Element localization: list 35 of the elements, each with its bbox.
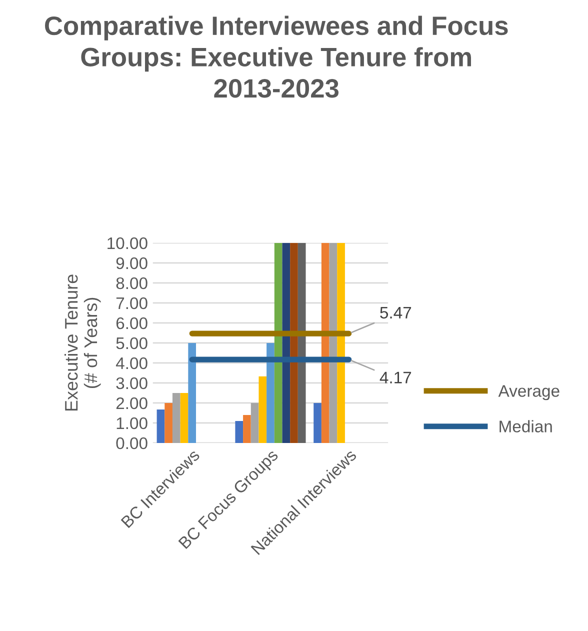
- bar: [258, 376, 267, 443]
- y-tick-label: 8.00: [116, 277, 148, 290]
- y-tick-label: 0.00: [116, 437, 148, 450]
- y-tick-label: 9.00: [116, 257, 148, 270]
- bar: [290, 242, 298, 443]
- data-label: 5.47: [380, 306, 412, 319]
- chart-title: Comparative Interviewees and Focus Groups: Executive Tenure from 2013-2023: [45, 16, 508, 98]
- bar: [250, 402, 259, 443]
- bar: [156, 410, 165, 443]
- data-label: 4.17: [380, 372, 412, 384]
- bar: [172, 392, 180, 443]
- bar: [314, 402, 322, 443]
- y-tick-label: 6.00: [116, 317, 148, 330]
- bar: [298, 242, 306, 443]
- y-tick-label: 4.00: [116, 357, 148, 370]
- bar: [164, 402, 172, 443]
- bar: [337, 242, 345, 443]
- bar: [243, 414, 251, 443]
- legend-label: Median: [500, 420, 552, 432]
- legend-label: Average: [498, 385, 560, 400]
- y-tick-label: 2.00: [116, 397, 148, 410]
- bar: [266, 342, 274, 443]
- y-tick-label: 5.00: [116, 337, 148, 350]
- bar: [188, 342, 196, 443]
- bar: [180, 392, 188, 443]
- y-tick-label: 7.00: [116, 297, 148, 310]
- y-tick-label: 3.00: [116, 377, 148, 390]
- bar: [274, 242, 282, 443]
- y-tick-label: 1.00: [116, 417, 148, 430]
- y-tick-label: 10.00: [108, 237, 148, 250]
- bar: [235, 420, 244, 443]
- bar: [321, 242, 330, 443]
- y-axis-title: Executive Tenure (# of Years): [64, 274, 101, 411]
- bar: [282, 242, 290, 443]
- bar: [329, 242, 338, 443]
